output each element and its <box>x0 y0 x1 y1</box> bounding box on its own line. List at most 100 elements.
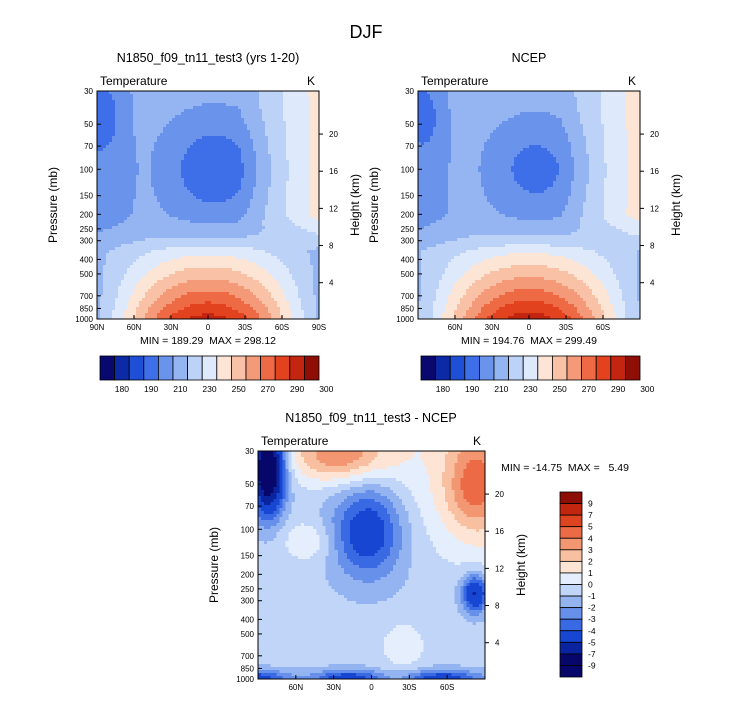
contour-cell <box>259 112 263 116</box>
contour-cell <box>220 139 224 143</box>
contour-cell <box>100 121 104 125</box>
contour-cell <box>136 148 140 152</box>
contour-cell <box>103 136 107 140</box>
contour-cell <box>160 103 164 107</box>
contour-cell <box>193 106 197 110</box>
contour-cell <box>133 145 137 149</box>
contour-cell <box>154 142 158 146</box>
contour-cell <box>307 97 311 101</box>
contour-cell <box>283 121 287 125</box>
contour-cell <box>184 121 188 125</box>
contour-cell <box>301 151 305 155</box>
contour-cell <box>205 121 209 125</box>
contour-cell <box>307 133 311 137</box>
contour-cell <box>247 103 251 107</box>
contour-cell <box>157 100 161 104</box>
contour-cell <box>259 106 263 110</box>
contour-cell <box>268 136 272 140</box>
contour-cell <box>151 139 155 143</box>
contour-cell <box>130 121 134 125</box>
contour-cell <box>238 121 242 125</box>
contour-cell <box>250 112 254 116</box>
contour-cell <box>223 112 227 116</box>
contour-cell <box>304 139 308 143</box>
contour-cell <box>151 100 155 104</box>
contour-cell <box>295 109 299 113</box>
contour-cell <box>148 121 152 125</box>
contour-cell <box>136 154 140 158</box>
contour-cell <box>190 103 194 107</box>
contour-cell <box>298 142 302 146</box>
contour-cell <box>139 109 143 113</box>
contour-cell <box>121 121 125 125</box>
contour-cell <box>313 100 317 104</box>
contour-cell <box>121 97 125 101</box>
contour-cell <box>154 106 158 110</box>
contour-cell <box>244 91 248 95</box>
contour-cell <box>172 124 176 128</box>
contour-cell <box>292 103 296 107</box>
contour-cell <box>190 121 194 125</box>
contour-cell <box>115 115 119 119</box>
contour-cell <box>172 115 176 119</box>
contour-cell <box>211 118 215 122</box>
contour-cell <box>316 100 320 104</box>
contour-cell <box>199 91 203 95</box>
contour-cell <box>190 133 194 137</box>
contour-cell <box>268 148 272 152</box>
contour-cell <box>307 94 311 98</box>
contour-cell <box>214 154 218 158</box>
contour-cell <box>130 97 134 101</box>
contour-cell <box>250 133 254 137</box>
contour-cell <box>253 154 257 158</box>
contour-cell <box>115 142 119 146</box>
contour-cell <box>172 109 176 113</box>
contour-cell <box>97 121 101 125</box>
contour-cell <box>130 115 134 119</box>
contour-cell <box>103 121 107 125</box>
contour-cell <box>175 124 179 128</box>
contour-cell <box>166 148 170 152</box>
contour-cell <box>235 97 239 101</box>
contour-cell <box>181 91 185 95</box>
contour-cell <box>202 118 206 122</box>
contour-cell <box>292 145 296 149</box>
contour-cell <box>214 121 218 125</box>
contour-cell <box>121 109 125 113</box>
contour-cell <box>157 136 161 140</box>
contour-cell <box>286 124 290 128</box>
contour-cell <box>241 142 245 146</box>
contour-cell <box>295 103 299 107</box>
contour-cell <box>199 94 203 98</box>
contour-cell <box>160 142 164 146</box>
contour-cell <box>187 109 191 113</box>
contour-cell <box>271 154 275 158</box>
contour-cell <box>307 103 311 107</box>
contour-cell <box>196 151 200 155</box>
contour-cell <box>256 97 260 101</box>
contour-cell <box>214 130 218 134</box>
contour-cell <box>196 148 200 152</box>
contour-cell <box>262 121 266 125</box>
contour-cell <box>124 151 128 155</box>
contour-cell <box>244 127 248 131</box>
contour-cell <box>259 103 263 107</box>
contour-cell <box>193 133 197 137</box>
contour-cell <box>142 121 146 125</box>
contour-cell <box>313 127 317 131</box>
contour-cell <box>238 154 242 158</box>
contour-cell <box>154 148 158 152</box>
contour-cell <box>190 115 194 119</box>
contour-cell <box>208 148 212 152</box>
contour-cell <box>148 100 152 104</box>
contour-cell <box>160 130 164 134</box>
contour-cell <box>316 109 320 113</box>
contour-cell <box>190 106 194 110</box>
contour-cell <box>115 91 119 95</box>
contour-cell <box>97 94 101 98</box>
contour-cell <box>217 109 221 113</box>
contour-cell <box>205 115 209 119</box>
contour-cell <box>178 130 182 134</box>
contour-cell <box>109 94 113 98</box>
contour-cell <box>274 121 278 125</box>
